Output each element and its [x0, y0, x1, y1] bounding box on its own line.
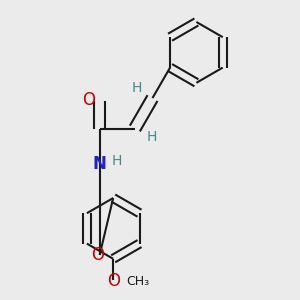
Text: H: H — [146, 130, 157, 144]
Text: CH₃: CH₃ — [126, 275, 149, 288]
Text: O: O — [82, 91, 95, 109]
Text: H: H — [112, 154, 122, 168]
Text: O: O — [92, 246, 105, 264]
Text: H: H — [132, 81, 142, 95]
Text: O: O — [107, 272, 120, 290]
Text: N: N — [93, 155, 106, 173]
